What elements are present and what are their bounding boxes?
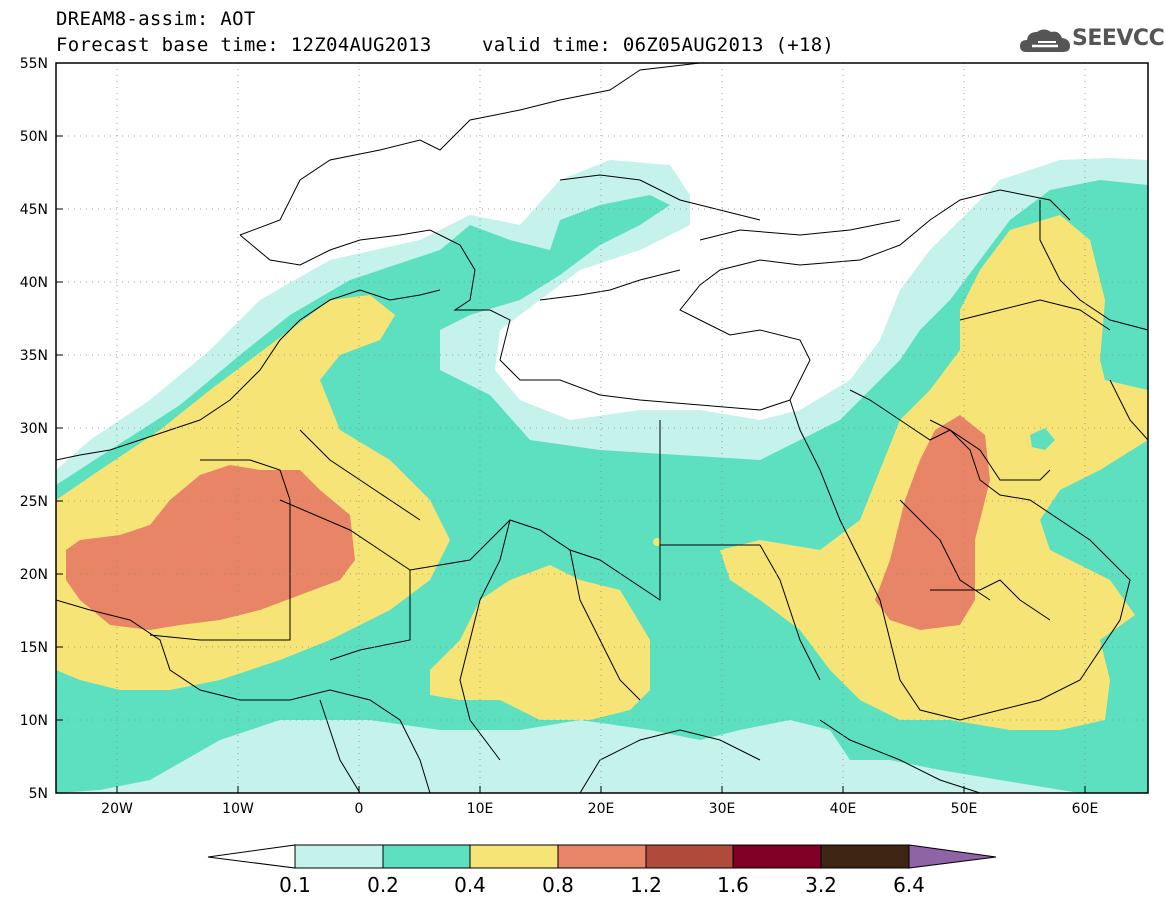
aot-band-0.4-central bbox=[430, 565, 650, 720]
lat-label: 10N bbox=[20, 713, 48, 729]
aot-band-0.8-west bbox=[66, 465, 355, 630]
cloud-icon bbox=[1020, 29, 1070, 52]
lon-label: 60E bbox=[1072, 801, 1099, 817]
colorbar-cell bbox=[732, 844, 822, 869]
colorbar-cell bbox=[820, 844, 910, 869]
lat-label: 55N bbox=[20, 56, 48, 72]
colorbar-label: 0.4 bbox=[454, 873, 486, 897]
colorbar-label: 0.1 bbox=[279, 873, 311, 897]
lon-label: 30E bbox=[709, 801, 736, 817]
colorbar-cell bbox=[645, 844, 734, 869]
colorbar-cell bbox=[557, 844, 647, 869]
graticule bbox=[56, 63, 1148, 793]
colorbar-over-arrow bbox=[908, 844, 997, 869]
lon-label: 0 bbox=[355, 801, 364, 817]
lat-label: 45N bbox=[20, 202, 48, 218]
aot-blob-sardinia bbox=[460, 245, 505, 285]
lat-label: 40N bbox=[20, 275, 48, 291]
lat-label: 35N bbox=[20, 348, 48, 364]
lon-label: 50E bbox=[951, 801, 978, 817]
aot-contours bbox=[56, 63, 1148, 793]
lat-label: 5N bbox=[29, 786, 48, 802]
valid-time: valid time: 06Z05AUG2013 (+18) bbox=[482, 34, 835, 56]
aot-blob-egypt bbox=[653, 538, 661, 546]
colorbar bbox=[207, 844, 997, 869]
map-title: DREAM8-assim: AOT bbox=[56, 8, 256, 30]
colorbar-label: 0.8 bbox=[542, 873, 574, 897]
lat-label: 15N bbox=[20, 640, 48, 656]
lat-label: 50N bbox=[20, 129, 48, 145]
colorbar-cell bbox=[469, 844, 559, 869]
lon-label: 40E bbox=[830, 801, 857, 817]
lon-label: 10E bbox=[467, 801, 494, 817]
colorbar-label: 0.2 bbox=[367, 873, 399, 897]
lat-label: 30N bbox=[20, 421, 48, 437]
colorbar-label: 1.6 bbox=[717, 873, 749, 897]
logo-text: SEEVCCC bbox=[1072, 26, 1165, 51]
lon-label: 20W bbox=[101, 801, 133, 817]
colorbar-under-arrow bbox=[207, 844, 296, 869]
colorbar-cell bbox=[382, 844, 471, 869]
colorbar-cell bbox=[294, 844, 384, 869]
forecast-base-time: Forecast base time: 12Z04AUG2013 bbox=[56, 34, 432, 56]
aot-blob-gulf bbox=[1030, 428, 1055, 450]
colorbar-label: 1.2 bbox=[630, 873, 662, 897]
aot-band-0.8-east bbox=[875, 415, 990, 630]
lon-label: 10W bbox=[222, 801, 254, 817]
colorbar-label: 3.2 bbox=[805, 873, 837, 897]
tick-marks bbox=[56, 135, 1086, 793]
lat-label: 25N bbox=[20, 494, 48, 510]
colorbar-label: 6.4 bbox=[893, 873, 925, 897]
lon-label: 20E bbox=[588, 801, 615, 817]
coastlines bbox=[56, 63, 1148, 793]
lat-label: 20N bbox=[20, 567, 48, 583]
